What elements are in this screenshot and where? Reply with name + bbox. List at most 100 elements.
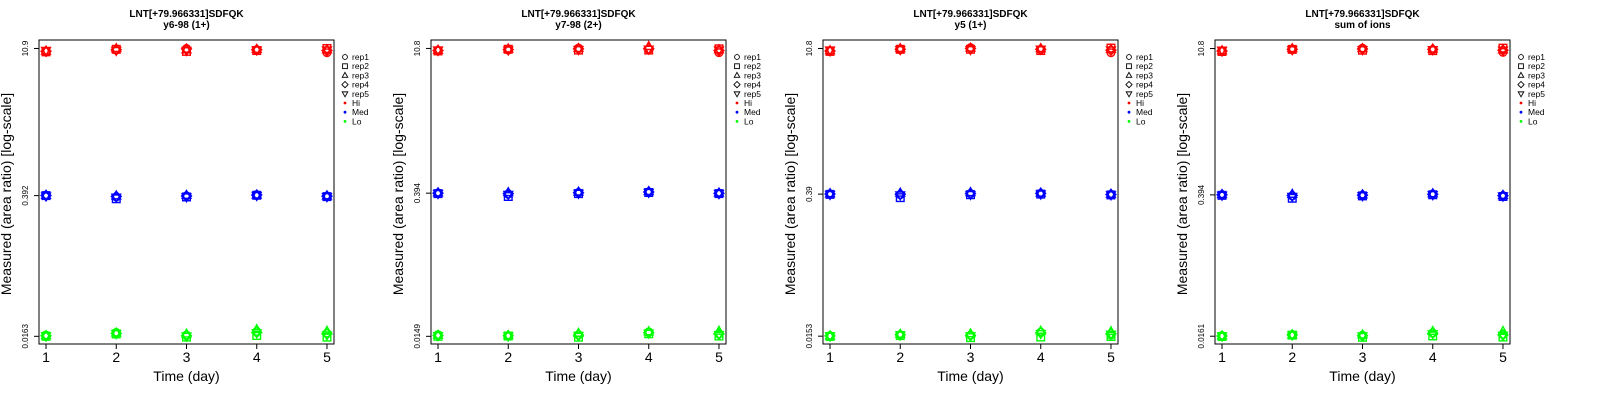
data-point: [432, 43, 444, 54]
data-point: [110, 326, 122, 337]
data-point: [1216, 191, 1228, 202]
x-tick-label: 1: [434, 349, 442, 365]
data-point: [964, 332, 977, 343]
chart-subtitle: y6-98 (1+): [163, 20, 209, 31]
x-tick-label: 3: [575, 349, 583, 365]
legend-color-dot: [1127, 110, 1131, 114]
data-point: [643, 188, 655, 199]
data-point: [1497, 46, 1509, 57]
legend-color-dot: [735, 101, 739, 105]
y-tick-label: 0.392: [21, 185, 30, 206]
data-point: [110, 329, 122, 340]
x-axis-label: Time (day): [1329, 368, 1395, 384]
legend-item-label: Hi: [1528, 98, 1536, 108]
data-point: [643, 329, 655, 340]
legend-item-label: rep3: [1528, 70, 1545, 80]
data-point: [180, 46, 193, 57]
data-point: [180, 193, 193, 204]
data-point: [824, 46, 836, 57]
data-point: [251, 188, 263, 199]
legend-item-label: rep2: [744, 61, 761, 71]
data-point: [824, 329, 836, 340]
legend-symbol: [1518, 63, 1524, 70]
legend-item-label: rep5: [1136, 89, 1153, 99]
legend-item-label: rep5: [744, 89, 761, 99]
y-tick-label: 0.394: [413, 183, 422, 204]
legend-item-label: rep2: [1528, 61, 1545, 71]
data-point: [1286, 192, 1298, 203]
data-point: [713, 46, 725, 57]
data-point: [110, 189, 122, 200]
legend-color-dot: [1127, 120, 1131, 123]
data-point: [251, 191, 263, 202]
data-point: [321, 46, 333, 57]
legend-symbol: [733, 71, 741, 78]
y-tick-label: 10.8: [1197, 40, 1206, 56]
legend-symbol: [342, 54, 348, 60]
data-point: [432, 189, 444, 200]
chart-subtitle: y5 (1+): [955, 20, 987, 31]
legend-item-label: Lo: [744, 116, 754, 126]
data-point: [502, 42, 514, 53]
data-point: [110, 193, 122, 204]
legend-item-label: Med: [1136, 107, 1153, 117]
legend-item-label: Hi: [1136, 98, 1144, 108]
legend-symbol: [341, 91, 349, 98]
data-point: [1356, 188, 1369, 199]
data-point: [1427, 42, 1439, 53]
data-point: [1105, 330, 1117, 341]
x-tick-label: 5: [323, 349, 331, 365]
data-point: [1286, 46, 1298, 56]
legend-item-label: Hi: [744, 98, 752, 108]
legend-symbol: [1517, 91, 1525, 98]
legend-symbol: [733, 80, 741, 89]
data-point: [894, 191, 906, 202]
data-point: [1356, 46, 1369, 56]
y-axis-label: Measured (area ratio) [log-scale]: [1174, 93, 1190, 295]
data-point: [1356, 42, 1369, 53]
data-point: [321, 189, 333, 200]
data-point: [894, 331, 906, 342]
data-point: [40, 46, 52, 57]
legend-item-label: Hi: [352, 98, 360, 108]
data-point: [964, 190, 977, 201]
legend-item-label: Lo: [352, 116, 362, 126]
data-point: [1286, 42, 1298, 53]
legend-item-label: Lo: [1528, 116, 1538, 126]
x-tick-label: 1: [42, 349, 50, 365]
chart-title: LNT[+79.966331]SDFQK: [913, 9, 1028, 20]
y-tick-label: 0.394: [1197, 184, 1206, 205]
legend-item-label: rep5: [352, 89, 369, 99]
legend-symbol: [342, 63, 348, 70]
chart-title: LNT[+79.966331]SDFQK: [1305, 9, 1420, 20]
chart-subtitle: sum of ions: [1334, 20, 1391, 31]
data-point: [40, 192, 52, 203]
data-point: [572, 331, 585, 342]
legend-item-label: rep2: [1136, 61, 1153, 71]
data-point: [1356, 328, 1369, 339]
data-point: [432, 46, 444, 57]
legend-color-dot: [1519, 101, 1523, 105]
data-point: [321, 193, 333, 203]
legend-symbol: [1517, 71, 1525, 78]
x-tick-label: 1: [826, 349, 834, 365]
data-point: [713, 330, 725, 341]
chart-title: LNT[+79.966331]SDFQK: [129, 9, 244, 20]
data-point: [894, 42, 906, 53]
legend-symbol: [1126, 54, 1132, 60]
data-point: [502, 329, 514, 340]
data-point: [1216, 46, 1228, 57]
y-tick-label: 0.39: [805, 186, 814, 202]
data-point: [824, 187, 836, 198]
legend-item-label: rep4: [352, 80, 369, 90]
y-tick-label: 10.8: [805, 40, 814, 56]
x-tick-label: 2: [896, 349, 904, 365]
y-tick-label: 0.0161: [1197, 323, 1206, 348]
data-point: [502, 190, 514, 201]
data-point: [1105, 46, 1117, 57]
x-tick-label: 3: [183, 349, 191, 365]
x-tick-label: 1: [1218, 349, 1226, 365]
